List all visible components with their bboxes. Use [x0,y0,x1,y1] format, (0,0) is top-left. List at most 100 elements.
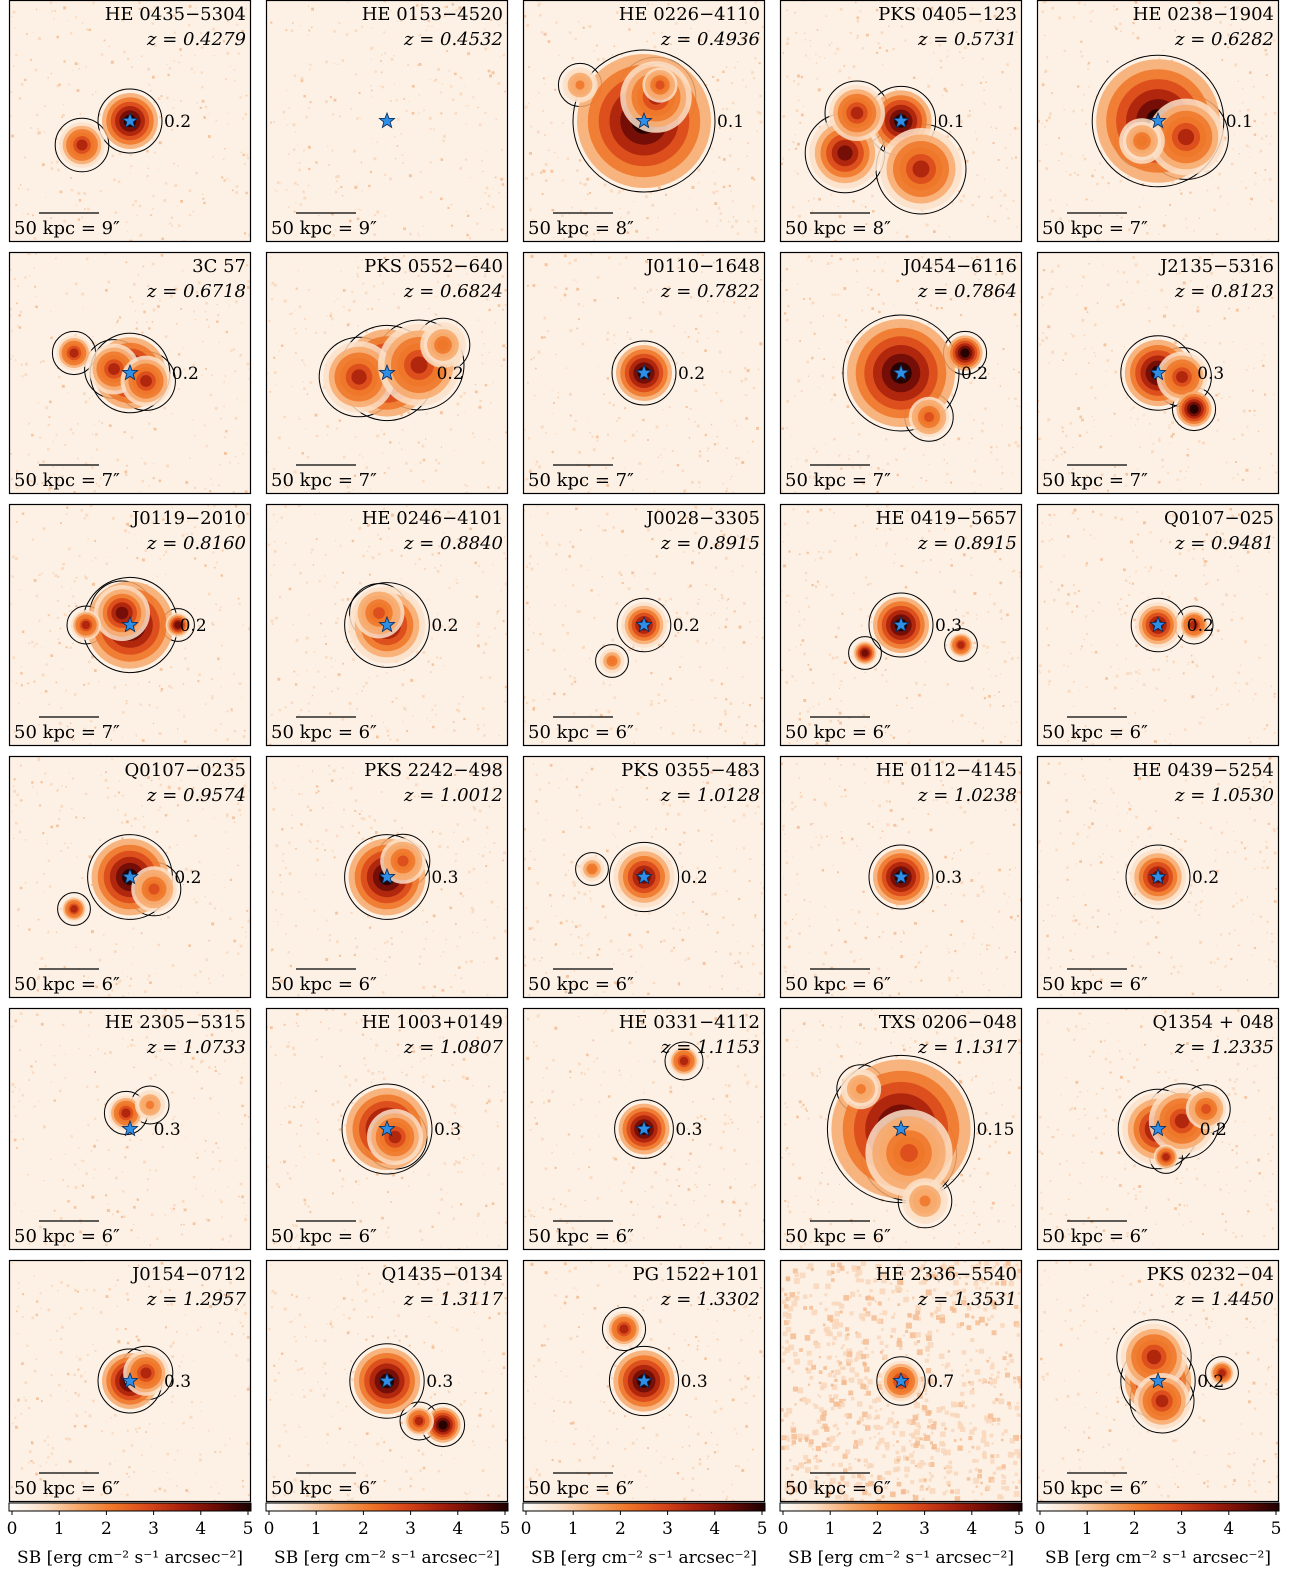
quasar-star-icon [1149,867,1167,885]
scale-bar-label: 50 kpc = 7″ [785,470,891,491]
colorbar-tick-label: 0 [1035,1519,1046,1539]
contour [826,1054,976,1204]
redshift-label: z = 0.5731 [917,29,1017,50]
contour-level-label: 0.15 [977,1120,1015,1140]
panel: 0.2 PKS 0232−04 z = 1.4450 50 kpc = 6″ [1036,1259,1280,1503]
contour [572,49,716,193]
scale-bar-label: 50 kpc = 9″ [271,218,377,239]
panel-frame [265,755,509,999]
quasar-star-icon [121,1371,139,1389]
quasar-name: PKS 0405−123 [878,4,1017,25]
quasar-star-icon [1149,1371,1167,1389]
panel-frame [8,251,252,495]
colorbar-tick-label: 3 [662,1519,673,1539]
colorbar-label: SB [erg cm⁻² s⁻¹ arcsec⁻²] [531,1548,757,1568]
quasar-star-icon [635,1371,653,1389]
panel-frame [8,1007,252,1251]
panel: 0.3 J0154−0712 z = 1.2957 50 kpc = 6″ [8,1259,252,1503]
redshift-label: z = 0.9574 [146,785,246,806]
redshift-label: z = 1.2335 [1174,1037,1274,1058]
redshift-label: z = 0.7822 [660,281,760,302]
panel-frame [265,251,509,495]
emission-blob [76,139,88,151]
emission-blob [679,1056,689,1066]
quasar-name: HE 0435−5304 [105,4,246,25]
quasar-star-icon [892,615,910,633]
quasar-star-icon [635,867,653,885]
scale-bar-label: 50 kpc = 6″ [14,1226,120,1247]
emission-blob [81,620,91,630]
emission-blob [1162,1153,1170,1161]
panel-frame [522,503,766,747]
panel: 0.2 HE 0435−5304 z = 0.4279 50 kpc = 9″ [8,0,252,243]
contour-level-label: 0.2 [1197,1372,1224,1392]
scale-bar-label: 50 kpc = 7″ [14,470,120,491]
emission-blob [1189,404,1199,414]
contour [664,1041,704,1081]
quasar-star-icon [892,1119,910,1137]
contour [344,834,430,920]
quasar-name: HE 0246−4101 [362,508,503,529]
contour-level-label: 0.2 [1187,616,1214,636]
quasar-name: HE 0238−1904 [1133,4,1274,25]
colorbar-tick-label: 1 [825,1519,836,1539]
colorbar-tick-label: 1 [568,1519,579,1539]
contour [608,841,680,913]
colorbar-tick-label: 4 [195,1519,206,1539]
contour-level-label: 0.3 [426,1372,453,1392]
emission-blob [1177,128,1195,146]
emission-blob [850,106,864,120]
scale-bar-label: 50 kpc = 6″ [271,722,377,743]
colorbar-strip [265,1502,509,1512]
colorbar-tick-label: 5 [757,1519,768,1539]
quasar-star-icon [378,867,396,885]
panel: 0.7 HE 2336−5540 z = 1.3531 50 kpc = 6″ [779,1259,1023,1503]
panel-frame [522,755,766,999]
redshift-label: z = 1.0012 [403,785,503,806]
scale-bar-label: 50 kpc = 6″ [1042,1478,1148,1499]
scale-bar-label: 50 kpc = 9″ [14,218,120,239]
quasar-star-icon [892,867,910,885]
quasar-name: PKS 0355−483 [621,760,760,781]
scale-bar-label: 50 kpc = 6″ [14,1478,120,1499]
colorbar-tick-label: 5 [500,1519,511,1539]
colorbar-tick-label: 4 [1223,1519,1234,1539]
colorbar-strip [8,1502,252,1512]
panel: 0.2 HE 0439−5254 z = 1.0530 50 kpc = 6″ [1036,755,1280,999]
contour [868,844,934,910]
panel: 0.2 Q0107−0235 z = 0.9574 50 kpc = 6″ [8,755,252,999]
emission-blob [410,356,428,374]
contour-level-label: 0.3 [935,616,962,636]
redshift-label: z = 1.3302 [660,1289,760,1310]
contour-level-label: 0.2 [673,616,700,636]
emission-blob [70,905,78,913]
redshift-label: z = 0.8915 [917,533,1017,554]
contour-level-label: 0.2 [164,112,191,132]
contour-level-label: 0.3 [154,1120,181,1140]
emission-blob [108,363,120,375]
contour-level-label: 0.2 [180,616,207,636]
redshift-label: z = 0.9481 [1174,533,1274,554]
colorbar-label: SB [erg cm⁻² s⁻¹ arcsec⁻²] [788,1548,1014,1568]
colorbar-strip [1036,1502,1280,1512]
quasar-name: HE 1003+0149 [362,1012,503,1033]
quasar-star-icon [635,615,653,633]
colorbar-tick-label: 0 [264,1519,275,1539]
colorbar-tick-label: 1 [311,1519,322,1539]
panel-frame [1036,0,1280,243]
panel: 0.3 PKS 2242−498 z = 1.0012 50 kpc = 6″ [265,755,509,999]
redshift-label: z = 0.6718 [146,281,246,302]
contour-level-label: 0.2 [961,364,988,384]
emission-blob [588,865,596,873]
colorbar-tick-label: 4 [452,1519,463,1539]
colorbar: 0 1 2 3 4 5SB [erg cm⁻² s⁻¹ arcsec⁻²] [7,1502,253,1568]
contour-level-label: 0.1 [717,112,744,132]
quasar-star-icon [1149,111,1167,129]
redshift-label: z = 1.2957 [146,1289,247,1310]
panel: 0.3 Q1435−0134 z = 1.3117 50 kpc = 6″ [265,1259,509,1503]
redshift-label: z = 0.6824 [403,281,503,302]
panel: 0.1 HE 0226−4110 z = 0.4936 50 kpc = 8″ [522,0,766,243]
redshift-label: z = 1.1317 [917,1037,1018,1058]
emission-blob [437,339,449,351]
panel-frame [1036,755,1280,999]
